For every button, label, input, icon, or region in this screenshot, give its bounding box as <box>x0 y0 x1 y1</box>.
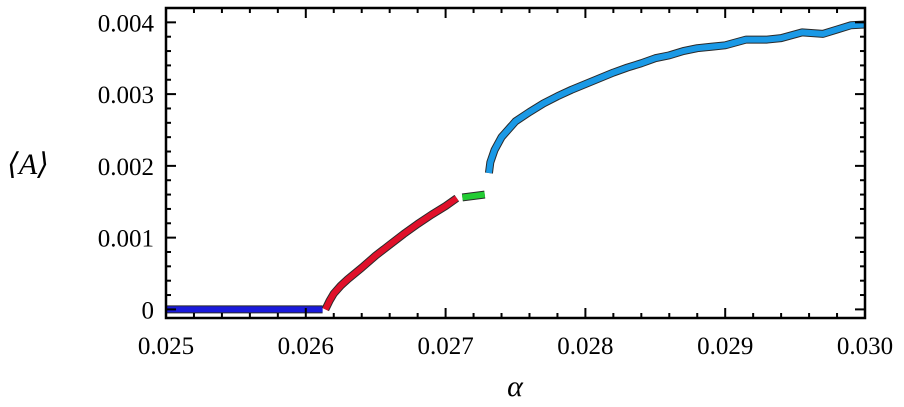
y-axis-label: ⟨A⟩ <box>7 148 49 181</box>
series-line-outline-2 <box>321 194 460 312</box>
x-tick-label: 0.028 <box>557 333 613 360</box>
plot-frame <box>164 6 867 320</box>
series-line-2 <box>322 195 459 311</box>
y-tick-label: 0.002 <box>98 154 154 181</box>
series-line-3 <box>461 191 486 201</box>
x-tick-label: 0.025 <box>138 333 194 360</box>
y-tick-label: 0 <box>142 297 155 324</box>
series-line-4 <box>485 21 866 174</box>
y-tick-label: 0.003 <box>98 82 154 109</box>
series-layer <box>166 20 866 314</box>
x-tick-label: 0.026 <box>278 333 334 360</box>
x-tick-label: 0.029 <box>697 333 753 360</box>
series-line-outline-4 <box>484 20 866 174</box>
labels-layer: 0.025 0.026 0.027 0.028 0.029 0.030 0 0.001 0.00… <box>98 10 893 360</box>
y-tick-label: 0.001 <box>98 226 154 253</box>
y-tick-label: 0.004 <box>98 10 155 37</box>
ticks-layer <box>165 7 866 318</box>
x-tick-label: 0.030 <box>837 333 893 360</box>
x-axis-label: α <box>507 370 524 403</box>
x-tick-label: 0.027 <box>417 333 473 360</box>
